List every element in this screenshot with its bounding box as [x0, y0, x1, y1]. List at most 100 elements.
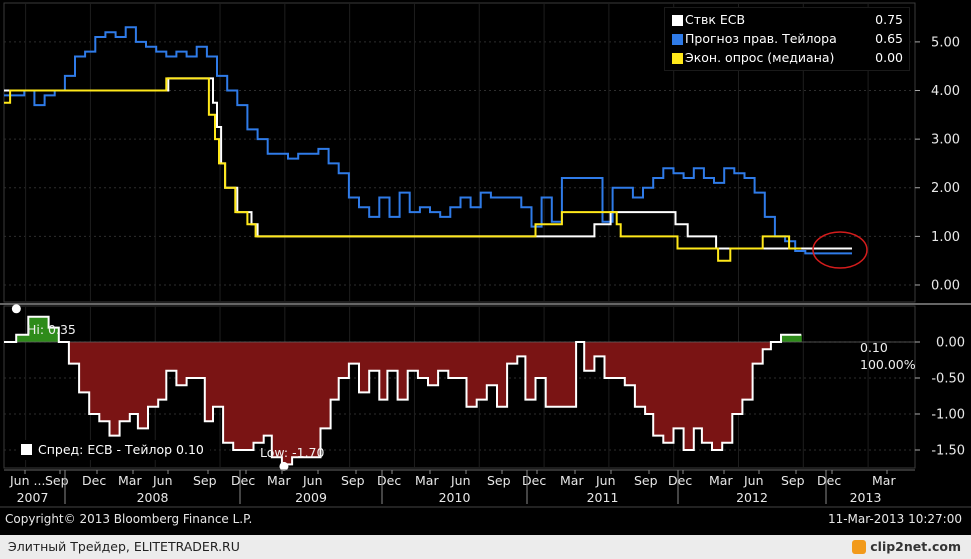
spread-bar [176, 342, 188, 386]
spread-bar [48, 327, 60, 342]
spread-bar [16, 334, 29, 342]
x-month-label: Sep [45, 473, 69, 488]
spread-bar [253, 342, 265, 443]
spread-bar [701, 342, 713, 443]
legend-item-ecb-rate: Ствк ECB 0.75 [671, 11, 903, 29]
spread-bar [722, 342, 733, 443]
spread-bar [310, 342, 321, 458]
x-month-label: Dec [231, 473, 255, 488]
x-month-label: Sep [634, 473, 658, 488]
spread-bar [397, 342, 409, 400]
x-month-label: Jun [595, 473, 616, 488]
legend-item-taylor-rule: Прогноз прав. Тейлора 0.65 [671, 30, 903, 48]
spread-bar [223, 342, 234, 443]
spread-bar [387, 342, 399, 371]
upper-y-tick-label: 1.00 [931, 230, 960, 245]
low-label: Low: -1.70 [260, 445, 325, 460]
spread-bar [379, 342, 388, 400]
series-line [4, 26, 852, 255]
spread-bar [137, 342, 149, 429]
legend-swatch-ecb-rate [671, 14, 684, 27]
spread-bar [292, 342, 303, 458]
hi-marker [11, 304, 21, 314]
spread-bar [330, 342, 340, 400]
spread-bar [535, 342, 547, 378]
upper-y-tick-label: 3.00 [931, 133, 960, 148]
spread-bar [158, 342, 167, 400]
last-value-label: 0.10 [860, 340, 888, 355]
legend-label-ecb-rate: Ствк ECB [685, 12, 746, 27]
spread-bar [338, 342, 350, 378]
spread-bar [148, 342, 159, 407]
spread-bar [89, 342, 100, 414]
legend-value-taylor-rule: 0.65 [875, 31, 903, 46]
legend-label-taylor-rule: Прогноз прав. Тейлора [685, 31, 837, 46]
series-line [4, 77, 852, 250]
clip2net-logo-icon [852, 539, 867, 554]
spread-bar [594, 342, 605, 357]
last-pct-label: 100.00% [860, 357, 916, 372]
spread-bar [79, 342, 90, 393]
spread-bar [348, 342, 360, 364]
x-month-label: Mar [709, 473, 733, 488]
watermark-footer: Элитный Трейдер, ELITETRADER.RU clip2net… [0, 535, 971, 559]
lower-y-tick-label: -1.50 [931, 444, 965, 459]
x-axis: Jun ... Sep Dec Mar Jun Sep Dec Mar Jun Sep Dec Mar… [4, 469, 915, 505]
spread-bar [663, 342, 674, 443]
spread-bar [204, 342, 214, 422]
x-month-label: Dec [82, 473, 106, 488]
spread-bar [693, 342, 703, 429]
spread-bar [496, 342, 508, 407]
x-month-label: Sep [781, 473, 805, 488]
legend-swatch-spread [20, 443, 33, 456]
x-month-label: Sep [487, 473, 511, 488]
upper-y-axis: 0.00 1.00 2.00 3.00 4.00 5.00 [915, 35, 960, 293]
x-year-label: 2007 [17, 490, 49, 505]
spread-bar [634, 342, 646, 407]
legend-item-survey-median: Экон. опрос (медиана) 0.00 [671, 49, 903, 67]
x-month-label: Jun [152, 473, 173, 488]
spread-bar [109, 342, 121, 436]
spread-bar [653, 342, 664, 436]
highlight-circle [812, 231, 868, 269]
spread-bar [584, 342, 595, 371]
x-year-label: 2008 [137, 490, 169, 505]
x-month-label: Dec [522, 473, 546, 488]
upper-y-tick-label: 0.00 [931, 278, 960, 293]
spread-bar [438, 342, 449, 371]
spread-fill [16, 316, 802, 465]
footer-site-label: Элитный Трейдер, ELITETRADER.RU [8, 539, 240, 554]
spread-bar [683, 342, 695, 450]
x-month-label: Sep [193, 473, 217, 488]
spread-bar [68, 342, 80, 364]
x-month-label: Jun [302, 473, 323, 488]
x-month-label: Jun [743, 473, 764, 488]
spread-bar [466, 342, 478, 407]
x-month-label: Jun [450, 473, 471, 488]
x-month-label: Mar [415, 473, 439, 488]
spread-bar [129, 342, 139, 414]
legend-value-ecb-rate: 0.75 [875, 12, 903, 27]
upper-legend: Ствк ECB 0.75 Прогноз прав. Тейлора 0.65… [664, 7, 910, 71]
spread-bar [712, 342, 723, 450]
footer-logo: clip2net.com [852, 535, 961, 559]
spread-bar [614, 342, 626, 378]
legend-swatch-taylor-rule [671, 33, 684, 46]
spread-bar [645, 342, 654, 414]
legend-label-survey-median: Экон. опрос (медиана) [685, 50, 835, 65]
spread-bar [263, 342, 273, 436]
lower-y-axis: 0.00 -0.50 -1.00 -1.50 [915, 336, 965, 459]
spread-bar [119, 342, 131, 422]
lower-y-tick-label: -1.00 [931, 408, 965, 423]
spread-bar [456, 342, 468, 378]
spread-bar [507, 342, 518, 364]
upper-y-tick-label: 5.00 [931, 35, 960, 50]
legend-label-spread: Спред: ECB - Тейлор [38, 442, 173, 457]
spread-bar [565, 342, 577, 407]
spread-bar [194, 342, 206, 378]
spread-bar [673, 342, 685, 429]
spread-bar [243, 342, 255, 450]
spread-bar [476, 342, 488, 400]
spread-bar [428, 342, 439, 386]
x-month-label: Dec [668, 473, 692, 488]
